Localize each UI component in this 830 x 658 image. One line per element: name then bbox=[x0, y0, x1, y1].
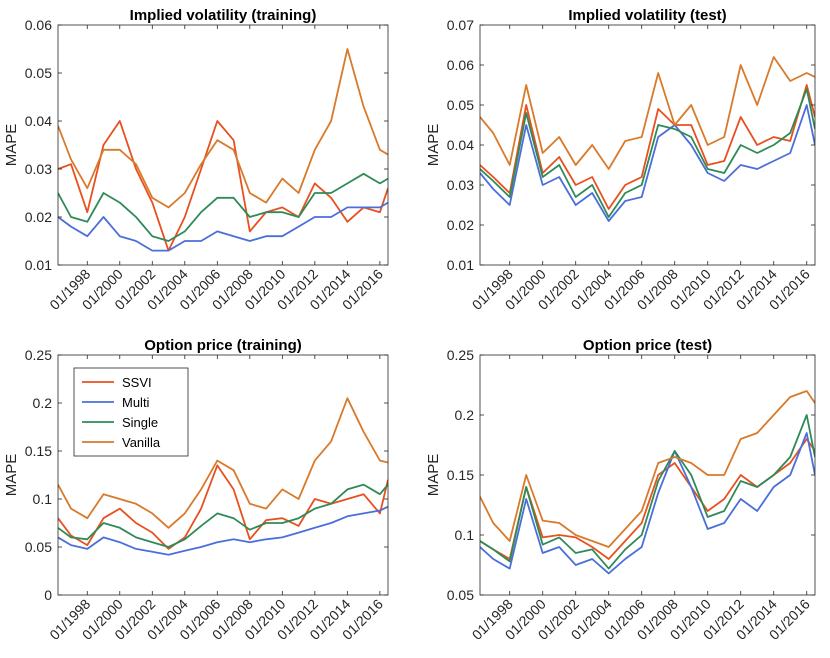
y-tick-label: 0 bbox=[44, 587, 52, 603]
series-line-ssvi bbox=[480, 84, 815, 210]
y-tick-label: 0.04 bbox=[447, 137, 474, 153]
y-tick-label: 0.25 bbox=[25, 347, 52, 363]
y-tick-label: 0.07 bbox=[447, 17, 474, 33]
series-line-vanilla bbox=[58, 48, 388, 209]
series-line-multi bbox=[480, 104, 815, 222]
y-tick-label: 0.03 bbox=[447, 177, 474, 193]
y-tick-label: 0.03 bbox=[25, 161, 52, 177]
y-tick-label: 0.01 bbox=[25, 257, 52, 273]
panel-price-training: 00.050.10.150.20.2501/199801/200001/2002… bbox=[3, 337, 389, 643]
series-group bbox=[480, 56, 815, 222]
y-tick-label: 0.2 bbox=[455, 407, 475, 423]
y-axis-label: MAPE bbox=[3, 454, 20, 497]
legend-label-multi: Multi bbox=[122, 395, 150, 410]
legend-label-vanilla: Vanilla bbox=[122, 435, 161, 450]
series-line-single bbox=[58, 172, 388, 242]
plot-area bbox=[480, 25, 815, 265]
legend-label-single: Single bbox=[122, 415, 158, 430]
series-group bbox=[58, 48, 388, 252]
series-line-single bbox=[58, 483, 388, 548]
panel-iv-training: 0.010.020.030.040.050.0601/199801/200001… bbox=[3, 7, 389, 313]
chart-title: Option price (test) bbox=[583, 337, 712, 354]
plot-area bbox=[480, 355, 815, 595]
y-tick-label: 0.15 bbox=[25, 443, 52, 459]
y-tick-label: 0.01 bbox=[447, 257, 474, 273]
y-tick-label: 0.1 bbox=[33, 491, 53, 507]
panel-iv-test: 0.010.020.030.040.050.060.0701/199801/20… bbox=[425, 7, 816, 313]
y-tick-label: 0.06 bbox=[25, 17, 52, 33]
series-line-vanilla bbox=[480, 390, 815, 548]
chart-title: Option price (training) bbox=[144, 337, 302, 354]
series-line-vanilla bbox=[480, 56, 815, 170]
series-line-single bbox=[480, 88, 815, 218]
series-line-ssvi bbox=[58, 464, 388, 550]
series-line-multi bbox=[58, 505, 388, 556]
series-line-multi bbox=[58, 201, 388, 252]
axes-box bbox=[57, 24, 389, 266]
axes-box bbox=[57, 354, 389, 596]
chart-title: Implied volatility (test) bbox=[568, 7, 726, 24]
y-axis-label: MAPE bbox=[3, 124, 20, 167]
y-axis-label: MAPE bbox=[425, 124, 442, 167]
y-tick-label: 0.05 bbox=[447, 97, 474, 113]
series-group bbox=[480, 390, 815, 575]
series-line-vanilla bbox=[58, 397, 388, 529]
y-tick-label: 0.2 bbox=[33, 395, 53, 411]
y-tick-label: 0.25 bbox=[447, 347, 474, 363]
series-group bbox=[58, 397, 388, 556]
y-tick-label: 0.05 bbox=[447, 587, 474, 603]
series-line-ssvi bbox=[58, 120, 388, 252]
y-tick-label: 0.05 bbox=[25, 539, 52, 555]
series-line-single bbox=[480, 414, 815, 570]
chart-title: Implied volatility (training) bbox=[130, 7, 317, 24]
y-tick-label: 0.1 bbox=[455, 527, 475, 543]
y-tick-label: 0.15 bbox=[447, 467, 474, 483]
series-line-multi bbox=[480, 432, 815, 575]
y-tick-label: 0.06 bbox=[447, 57, 474, 73]
y-axis-label: MAPE bbox=[425, 454, 442, 497]
y-tick-label: 0.04 bbox=[25, 113, 52, 129]
panel-price-test: 0.050.10.150.20.2501/199801/200001/20020… bbox=[425, 337, 816, 643]
y-tick-label: 0.02 bbox=[447, 217, 474, 233]
legend-label-ssvi: SSVI bbox=[122, 375, 152, 390]
y-tick-label: 0.05 bbox=[25, 65, 52, 81]
y-tick-label: 0.02 bbox=[25, 209, 52, 225]
legend: SSVI Multi Single Vanilla bbox=[73, 367, 189, 457]
plot-area bbox=[58, 25, 388, 265]
